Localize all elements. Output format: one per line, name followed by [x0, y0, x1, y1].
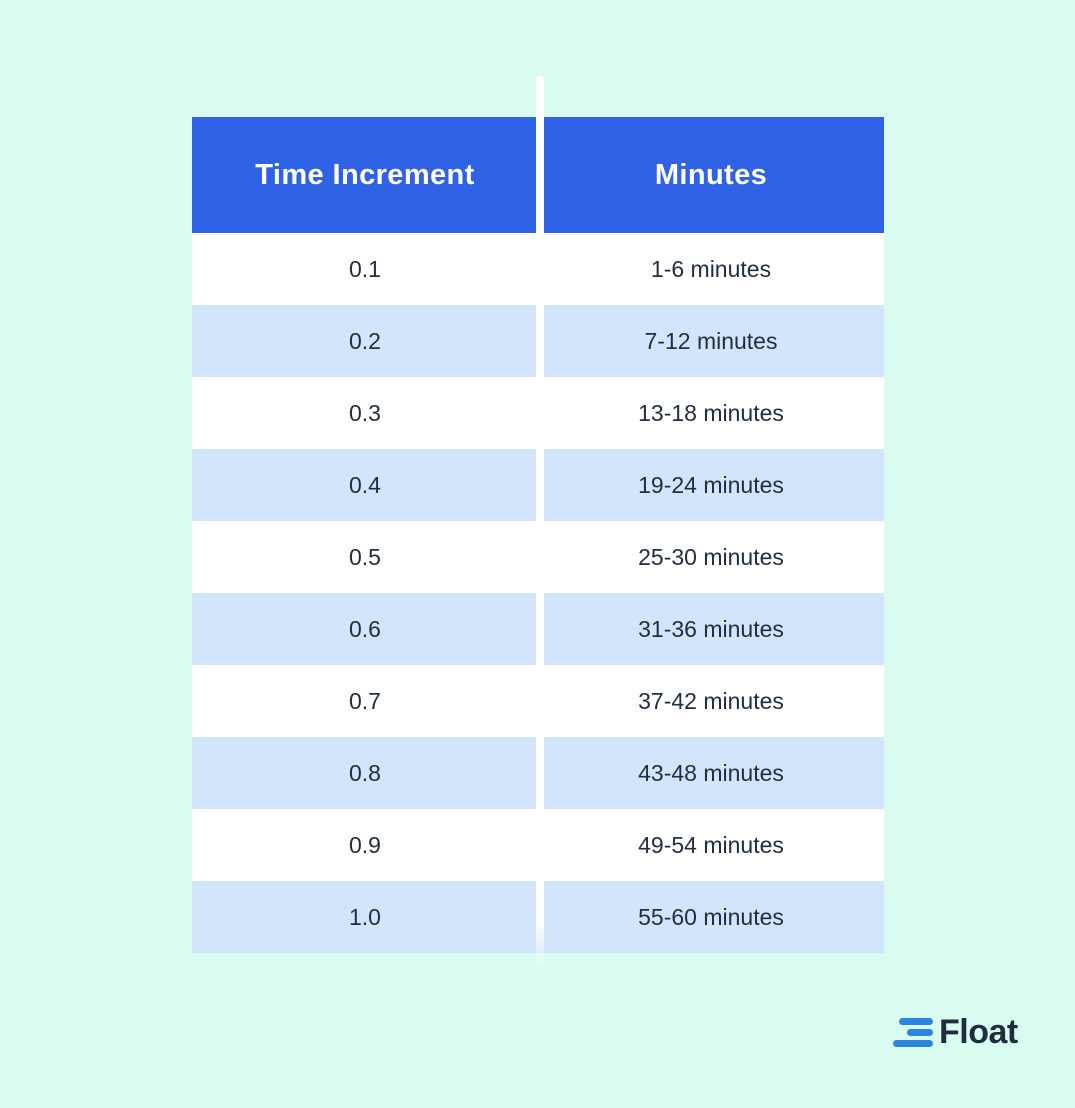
- minutes-cell: 19-24 minutes: [638, 471, 784, 498]
- time-increment-cell: 1.0: [349, 903, 381, 930]
- minutes-cell: 37-42 minutes: [638, 687, 784, 714]
- minutes-cell: 31-36 minutes: [638, 615, 784, 642]
- time-increment-cell: 0.2: [349, 327, 381, 354]
- minutes-cell: 13-18 minutes: [638, 399, 784, 426]
- minutes-cell: 43-48 minutes: [638, 759, 784, 786]
- time-increment-cell: 0.6: [349, 615, 381, 642]
- time-increment-cell: 0.8: [349, 759, 381, 786]
- float-bar-top: [899, 1018, 933, 1025]
- column-divider-line: [536, 76, 544, 973]
- time-increment-cell: 0.5: [349, 543, 381, 570]
- minutes-cell: 1-6 minutes: [650, 255, 772, 282]
- time-increment-cell: 0.4: [349, 471, 381, 498]
- minutes-cell: 7-12 minutes: [644, 327, 778, 354]
- minutes-cell: 55-60 minutes: [638, 903, 784, 930]
- float-bar-middle: [907, 1029, 933, 1036]
- header-cell-minutes: Minutes: [654, 158, 768, 191]
- minutes-cell: 49-54 minutes: [638, 831, 784, 858]
- header-cell-time-increment: Time Increment: [255, 158, 475, 191]
- float-logo: Float: [893, 1013, 1018, 1052]
- time-increment-cell: 0.9: [349, 831, 381, 858]
- time-increment-cell: 0.7: [349, 687, 381, 714]
- float-bar-bottom: [893, 1040, 933, 1047]
- float-logo-wordmark: Float: [939, 1013, 1018, 1051]
- time-increment-cell: 0.3: [349, 399, 381, 426]
- float-bars-icon: [893, 1018, 933, 1047]
- minutes-cell: 25-30 minutes: [638, 543, 784, 570]
- time-increment-cell: 0.1: [349, 255, 381, 282]
